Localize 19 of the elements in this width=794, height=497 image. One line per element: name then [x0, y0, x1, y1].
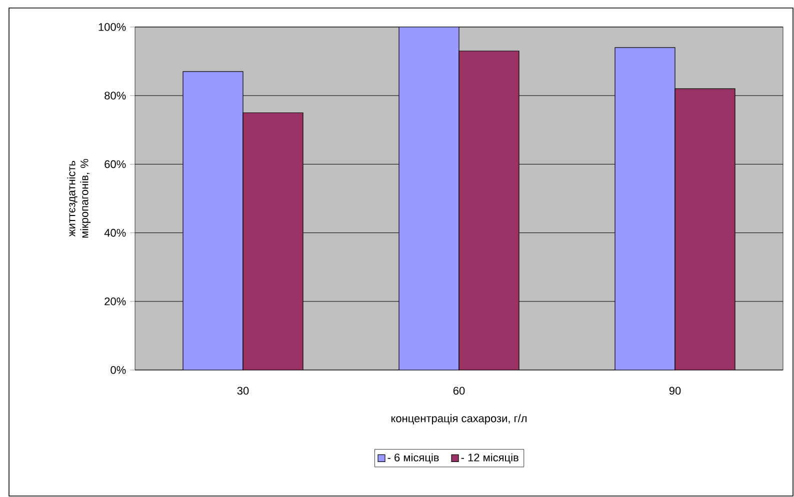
bar	[242, 112, 304, 370]
y-tick-label: 0%	[110, 366, 126, 374]
x-tick-label: 90	[669, 386, 681, 395]
bar	[614, 47, 676, 370]
y-tick-label: 100%	[98, 23, 126, 31]
bar	[458, 50, 520, 370]
x-tick-label: 60	[453, 386, 465, 395]
bar	[674, 88, 736, 370]
y-tick-label: 80%	[104, 92, 126, 100]
legend-label: - 12 місяців	[461, 453, 518, 464]
x-axis-title: концентрація сахарози, г/л	[391, 414, 527, 424]
y-tick-label: 20%	[104, 297, 126, 306]
y-axis-title: життєздатність мікропагонів, %	[67, 158, 90, 238]
bar	[398, 26, 460, 370]
y-tick-label: 60%	[104, 160, 126, 168]
bar	[182, 71, 244, 370]
x-tick-label: 30	[237, 386, 249, 395]
y-tick-label: 40%	[104, 228, 126, 237]
legend-label: - 6 місяців	[388, 453, 439, 464]
